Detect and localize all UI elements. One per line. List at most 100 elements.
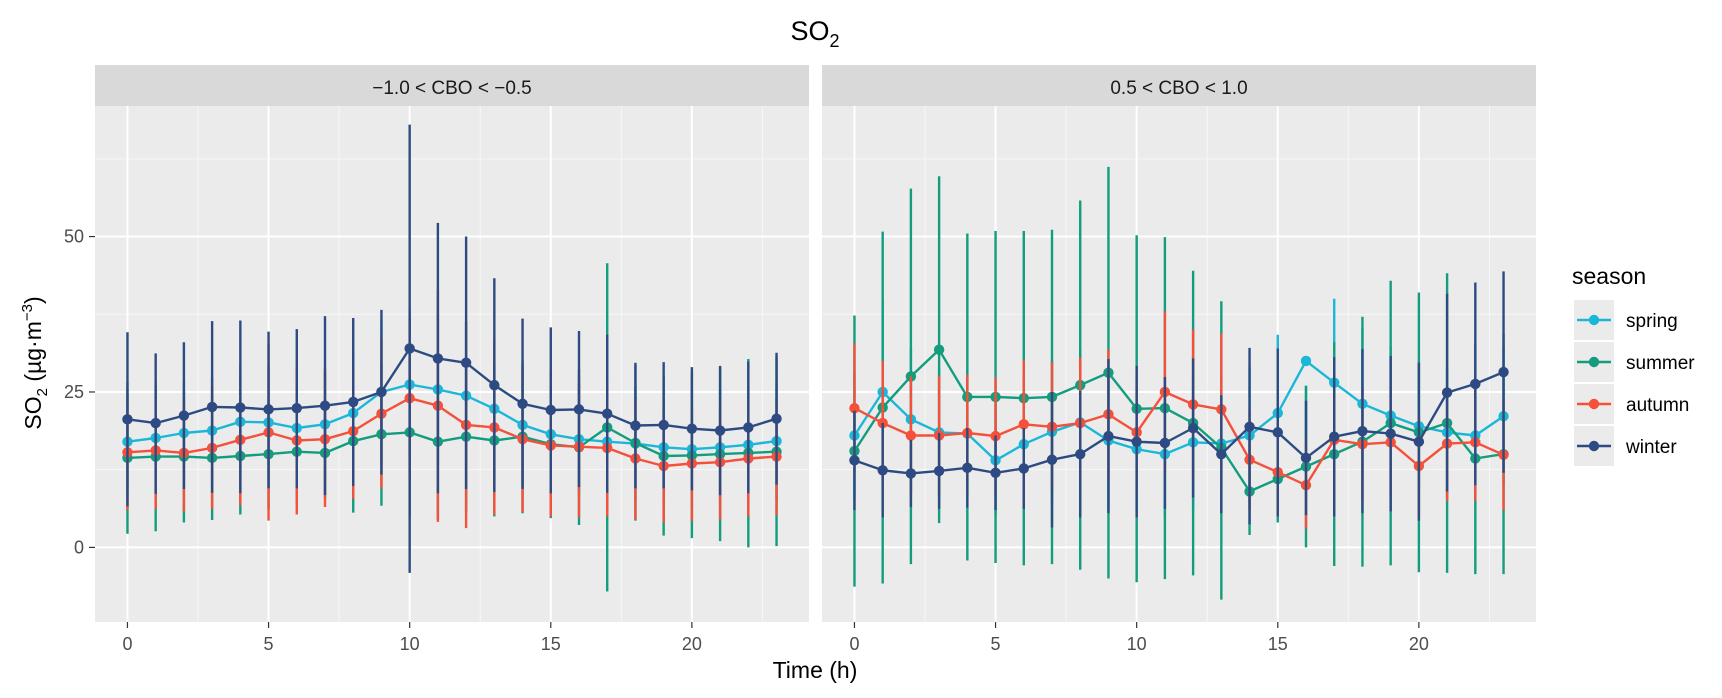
data-point	[348, 396, 359, 408]
data-point	[933, 344, 945, 355]
data-point	[630, 420, 641, 431]
data-point	[905, 371, 917, 382]
data-point	[686, 423, 698, 434]
data-point	[905, 468, 917, 479]
legend-label: autumn	[1626, 395, 1689, 416]
facet-label-1: −1.0 < CBO < −0.5	[372, 78, 532, 99]
data-point	[122, 414, 133, 425]
y-tick-label: 50	[64, 227, 84, 247]
y-axis-label: SO2 (µg·m−3)	[19, 296, 51, 429]
x-axis-label: Time (h)	[773, 657, 858, 683]
legend-label: summer	[1626, 353, 1695, 374]
data-point	[771, 413, 782, 424]
data-point	[1413, 436, 1425, 447]
legend-item-summer: summer	[1574, 342, 1695, 382]
facet-strip-1	[95, 65, 809, 106]
data-point	[905, 430, 917, 441]
data-point	[1300, 452, 1312, 464]
chart-title: SO2	[790, 16, 839, 51]
data-point	[877, 465, 888, 476]
data-point	[1470, 378, 1481, 390]
facet-label-2: 0.5 < CBO < 1.0	[1110, 78, 1247, 99]
y-tick-label: 0	[74, 537, 84, 557]
data-point	[178, 410, 190, 421]
x-tick-label: 20	[1409, 634, 1429, 654]
data-point	[1216, 448, 1227, 460]
legend-label: winter	[1625, 437, 1677, 458]
data-point	[1329, 431, 1340, 442]
data-point	[1385, 428, 1396, 439]
x-tick-label: 20	[682, 634, 702, 654]
legend-item-winter: winter	[1574, 426, 1677, 466]
legend-key-point	[1588, 314, 1600, 326]
data-point	[1441, 387, 1453, 398]
y-axis-label-main: SO	[20, 396, 46, 429]
x-tick-label: 0	[849, 634, 859, 654]
data-point	[150, 417, 161, 429]
data-point	[489, 379, 500, 391]
data-point	[376, 386, 387, 398]
data-point	[1357, 425, 1368, 437]
data-point	[1018, 463, 1029, 474]
y-tick-label: 25	[64, 382, 84, 402]
data-point	[849, 402, 860, 414]
data-point	[1498, 366, 1509, 378]
data-point	[206, 401, 218, 413]
data-point	[849, 455, 860, 466]
panel-background-2	[822, 106, 1536, 622]
data-point	[517, 398, 528, 409]
data-point	[1075, 448, 1086, 460]
chart-title-main: SO	[790, 16, 829, 46]
data-point	[962, 462, 973, 474]
data-point	[573, 404, 585, 415]
facet-strip-2	[822, 65, 1536, 106]
data-point	[1046, 454, 1058, 465]
x-tick-label: 15	[541, 634, 561, 654]
legend-title: season	[1572, 263, 1646, 289]
chart-title-subscript: 2	[830, 31, 840, 51]
data-point	[235, 402, 246, 413]
data-point	[432, 353, 444, 364]
x-tick-label: 5	[991, 634, 1001, 654]
data-point	[990, 467, 1001, 478]
legend-item-spring: spring	[1574, 300, 1678, 340]
series-winter-panel-2	[849, 271, 1509, 528]
legend-item-autumn: autumn	[1574, 384, 1689, 424]
legend: season spring summer autumn winter	[1572, 263, 1695, 466]
legend-key-point	[1588, 398, 1600, 410]
data-point	[263, 404, 274, 415]
data-point	[1103, 430, 1114, 442]
data-point	[460, 357, 472, 368]
legend-key-point	[1588, 356, 1600, 368]
data-point	[1159, 437, 1171, 449]
data-point	[743, 422, 754, 433]
x-tick-label: 10	[1127, 634, 1147, 654]
data-point	[1244, 421, 1255, 432]
data-point	[1018, 419, 1029, 430]
data-point	[1187, 422, 1199, 434]
data-point	[1272, 427, 1283, 438]
y-axis-label-subscript: 2	[34, 388, 51, 396]
data-point	[291, 402, 302, 414]
x-tick-label: 5	[264, 634, 274, 654]
legend-key-point	[1588, 440, 1600, 452]
data-point	[602, 408, 613, 419]
data-point	[658, 419, 669, 431]
x-tick-label: 10	[400, 634, 420, 654]
data-point	[319, 400, 331, 411]
series-winter-panel-1	[122, 124, 782, 573]
panel-background-1	[95, 106, 809, 622]
data-point	[714, 425, 726, 436]
x-tick-label: 15	[1268, 634, 1288, 654]
legend-label: spring	[1626, 311, 1678, 332]
data-point	[404, 343, 415, 354]
data-point	[1300, 355, 1312, 367]
data-point	[545, 404, 556, 416]
y-axis-label-superscript: −3	[19, 304, 36, 321]
x-tick-label: 0	[122, 634, 132, 654]
y-axis-label-close: )	[20, 296, 46, 304]
data-point	[933, 465, 945, 477]
y-axis-label-unit: (µg·m	[20, 321, 46, 388]
data-point	[1131, 436, 1142, 447]
